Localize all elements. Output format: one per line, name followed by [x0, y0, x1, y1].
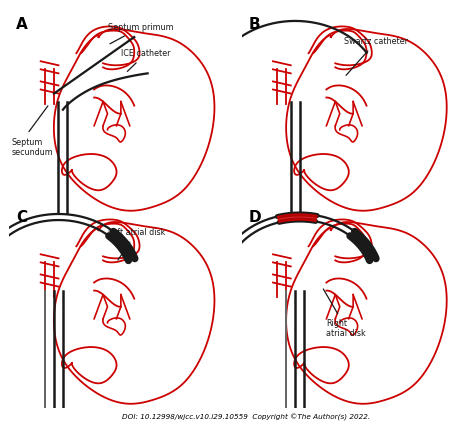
Text: D: D [248, 210, 261, 225]
Polygon shape [277, 214, 317, 222]
Text: Left atrial disk: Left atrial disk [108, 228, 165, 260]
Text: Septum
secundum: Septum secundum [12, 138, 54, 157]
Text: C: C [16, 210, 27, 225]
Text: A: A [16, 17, 28, 32]
Text: DOI: 10.12998/wjcc.v10.i29.10559  Copyright ©The Author(s) 2022.: DOI: 10.12998/wjcc.v10.i29.10559 Copyrig… [122, 414, 371, 421]
Text: Right
atrial disk: Right atrial disk [323, 289, 366, 338]
Text: Swartz catheter: Swartz catheter [344, 37, 408, 76]
Text: B: B [248, 17, 260, 32]
Text: Septum primum: Septum primum [108, 23, 173, 44]
Text: ICE catheter: ICE catheter [121, 49, 170, 71]
